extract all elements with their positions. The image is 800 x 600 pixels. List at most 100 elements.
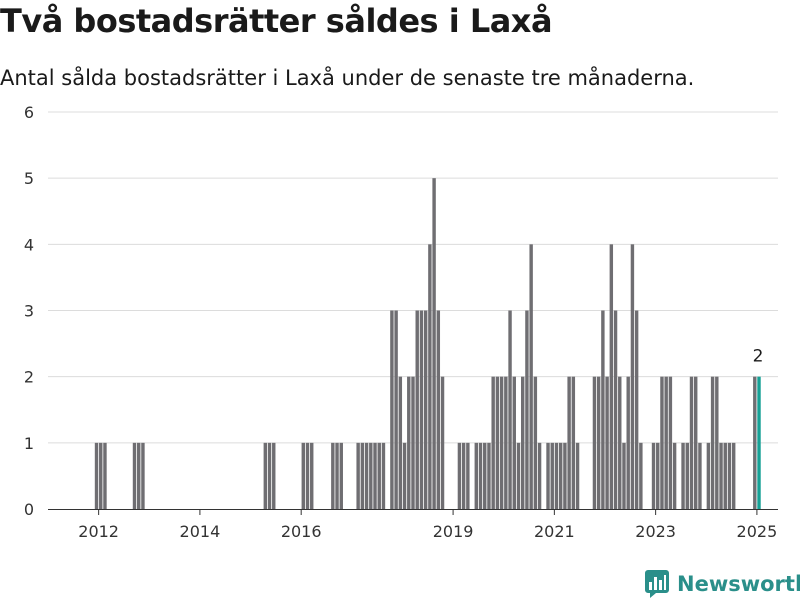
bar [491,376,495,509]
bar [137,442,141,509]
bar [360,442,365,509]
bar [639,442,643,509]
bar [339,442,343,509]
bar [710,376,715,509]
bar [715,376,719,509]
bar [272,442,276,509]
bar [753,376,757,509]
bar [398,376,403,509]
bar [440,376,445,509]
chart-subtitle: Antal sålda bostadsrätter i Laxå under d… [0,66,695,90]
bar [461,442,466,509]
bar [499,376,504,509]
bar [483,442,487,509]
bar [394,310,398,509]
bar [685,442,689,509]
bar [516,442,521,509]
bar [554,442,559,509]
bar [719,442,723,509]
y-tick-label: 3 [24,302,34,321]
x-tick-label: 2023 [635,522,676,541]
bar [558,442,563,509]
bar-chart: 0 1 2 3 4 5 6 2 2012 2014 2016 2019 2021 2023 2025 [24,103,778,541]
bar [419,310,424,509]
bar [731,442,736,509]
bar [94,442,99,509]
y-tick-label: 4 [24,235,34,254]
bar [495,376,500,509]
bar [407,376,411,509]
bar [335,442,339,509]
bar [672,442,677,509]
bar [651,442,656,509]
bar [508,310,512,509]
bar [706,442,711,509]
bar [99,442,103,509]
bar [537,442,542,509]
bar [305,442,310,509]
bar [596,376,601,509]
bar [575,442,580,509]
bar [390,310,394,509]
bar [310,442,314,509]
bar [563,442,567,509]
bar [521,376,525,509]
highlight-bar [757,376,761,509]
newsworthy-logo-icon [645,570,669,598]
bar [267,442,272,509]
bar [546,442,550,509]
bar [567,376,571,509]
bar [689,376,694,509]
bar [377,442,381,509]
bar [529,244,533,510]
bar [694,376,698,509]
y-tick-label: 6 [24,103,34,122]
bar [550,442,554,509]
bar [428,244,432,510]
bar [474,442,479,509]
bar [356,442,360,509]
bar [411,376,415,509]
bar [727,442,732,509]
bar [613,310,618,509]
x-tick-label: 2025 [737,522,778,541]
data-label: 2 [753,347,764,367]
bar [263,442,268,509]
bar [373,442,377,509]
bar [533,376,538,509]
bar [592,376,597,509]
bar [664,376,668,509]
bar [626,376,630,509]
bar [478,442,483,509]
bar [698,442,702,509]
bar [601,310,605,509]
x-tick-label: 2019 [433,522,474,541]
y-tick-label: 1 [24,434,34,453]
bar [381,442,386,509]
y-tick-label: 0 [24,500,34,519]
x-tick-label: 2012 [78,522,119,541]
bar [415,310,419,509]
bar [630,244,635,510]
bar [103,442,107,509]
chart-title: Två bostadsrätter såldes i Laxå [0,2,553,40]
bar [301,442,305,509]
x-tick-label: 2014 [180,522,221,541]
bar [656,442,660,509]
bar [525,310,529,509]
bar [402,442,407,509]
bar [331,442,335,509]
y-tick-label: 2 [24,368,34,387]
bar [618,376,622,509]
bar [571,376,576,509]
x-tick-label: 2021 [534,522,575,541]
bar [364,442,369,509]
y-tick-label: 5 [24,169,34,188]
bar [504,376,508,509]
bar [369,442,373,509]
bar [423,310,428,509]
brand-name: Newsworthy [677,572,800,596]
bar [605,376,609,509]
bar [466,442,470,509]
bar [141,442,145,509]
